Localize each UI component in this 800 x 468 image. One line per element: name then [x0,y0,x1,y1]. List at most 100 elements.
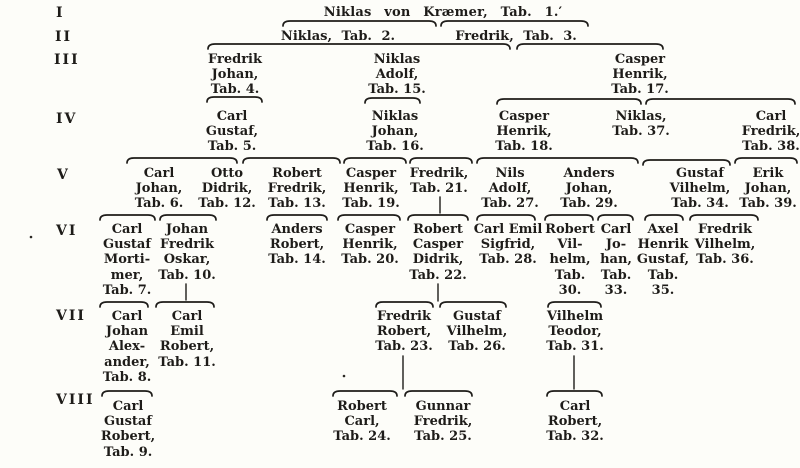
node-text-line: Carl [559,399,591,414]
descent-brace [597,214,634,221]
tree-node-tab-4: Fredrik Johan, Tab. 4. [208,52,262,98]
descent-brace [343,157,407,164]
tree-node-tab-36: Fredrik Vilhelm, Tab. 36. [695,222,756,268]
node-text-line: Tab. 21. [410,181,468,197]
descent-brace [642,159,731,166]
tree-node-tab-3: Fredrik, Tab. 3. [455,29,577,44]
tree-node-tab-15: Niklas Adolf, Tab. 15. [368,52,426,98]
tree-node-tab-23: Fredrik Robert, Tab. 23. [375,309,433,355]
node-text-line: Carl [111,309,143,324]
node-text-line: Sigfrid, [480,237,536,253]
node-text-line: Casper [344,222,396,237]
node-text-line: Henrik, [342,237,398,253]
node-text-line: Didrik, [201,181,253,197]
tree-node-tab-19: Casper Henrik, Tab. 19. [342,166,400,212]
generation-label-IV: IV [56,111,78,127]
descent-brace [332,390,398,397]
tree-node-tab-26: Gustaf Vilhelm, Tab. 26. [447,309,508,355]
tree-node-tab-9: Carl Gustaf Robert, Tab. 9. [101,399,155,460]
node-text-line: Erik [752,166,784,181]
node-text-line: Niklas [371,109,419,124]
node-text-line: Robert, [159,339,215,355]
tree-node-tab-30: Robert Vil-helm, Tab. 30. [545,222,595,298]
descent-brace [266,214,328,221]
node-text-line: Niklas, [615,109,667,124]
node-text-line: Carl Emil [473,222,543,237]
descent-brace [337,214,401,221]
descent-brace [544,214,594,221]
node-text-line: Robert [272,166,322,181]
node-text-line: Carl, [344,414,380,430]
node-text-line: Gustaf [676,166,724,181]
tree-node-tab-31: Vilhelm Teodor, Tab. 31. [546,309,604,355]
node-text-line: Vil- [557,237,583,253]
tree-node-tab-24: Robert Carl, Tab. 24. [333,399,391,445]
node-text-line: Tab. 24. [333,429,391,445]
node-text-line: Axel [647,222,679,237]
node-text-line: Nils [495,166,525,181]
node-text-line: Tab. 6. [134,196,184,212]
node-text-line: 30. [558,282,582,298]
generation-label-V: V [57,167,70,183]
node-text-line: Carl [171,309,203,324]
descent-brace [476,214,536,221]
node-text-line: Fredrik [697,222,752,237]
tree-node-tab-29: Anders Johan, Tab. 29. [560,166,618,212]
tree-node-tab-10: Johan Fredrik Oskar, Tab. 10. [158,222,216,283]
node-text-line: Fredrik, [741,124,800,140]
node-text-line: Tab. 17. [611,82,669,98]
node-text-line: Johan, [744,181,792,197]
node-text-line: Niklas [373,52,421,67]
node-text-line: Fredrik [159,237,214,253]
descent-brace [375,301,434,308]
node-text-line: Emil [170,324,204,340]
tree-node-tab-5: Carl Gustaf, Tab. 5. [206,109,258,155]
node-text-line: Fredrik, [413,414,473,430]
node-text-line: Fredrik [376,309,431,324]
node-text-line: Tab. 12. [198,196,256,212]
node-text-line: Fredrik, [267,181,327,197]
tree-node-tab-1: Niklas von Kræmer, Tab. 1.′ [324,5,562,20]
descent-brace [734,157,798,164]
tree-node-tab-28: Carl Emil Sigfrid, Tab. 28. [474,222,543,268]
node-text-line: Tab. 20. [341,252,399,268]
descent-brace [546,390,603,397]
tree-node-tab-37: Niklas, Tab. 37. [612,109,670,139]
node-text-line: Gustaf [453,309,501,324]
node-text-line: Gustaf [103,237,151,253]
node-text-line: Gunnar [415,399,471,414]
node-text-line: Tab. 9. [103,444,153,460]
descent-brace [242,157,341,164]
node-text-line: Robert [545,222,595,237]
node-text-line: Johan, [371,124,419,140]
node-text-line: Tab. 18. [495,139,553,155]
tree-node-tab-2: Niklas, Tab. 2. [281,29,395,44]
tree-node-tab-7: Carl Gustaf Morti-mer, Tab. 7. [103,222,152,298]
node-text-line: Tab. 22. [409,267,467,283]
node-text-line: Tab. 4. [210,82,260,98]
node-text-line: Johan, [135,181,183,197]
node-text-line: Otto [210,166,243,181]
node-text-line: Tab. 8. [102,369,152,385]
node-text-line: Tab. [600,267,632,283]
tree-node-tab-16: Niklas Johan, Tab. 16. [366,109,424,155]
node-text-line: Jo- [605,237,627,253]
node-text-line: Gustaf [104,414,152,430]
tree-node-tab-20: Casper Henrik, Tab. 20. [341,222,399,268]
node-text-line: Tab. 25. [414,429,472,445]
node-text-line: Vilhelm, [446,324,508,340]
descent-brace [407,214,469,221]
descent-brace [547,301,602,308]
descent-brace [516,43,664,50]
node-text-line: Robert, [376,324,432,340]
node-text-line: Fredrik, [409,166,469,181]
node-text-line: Casper [345,166,397,181]
node-text-line: Teodor, [548,324,602,340]
node-text-line: Johan [165,222,209,237]
node-text-line: Morti- [103,252,151,268]
node-text-line: Niklas von Kræmer, Tab. 1.′ [323,5,563,20]
descent-brace [364,97,421,104]
descent-brace [155,301,215,308]
ink-speck [29,235,33,239]
